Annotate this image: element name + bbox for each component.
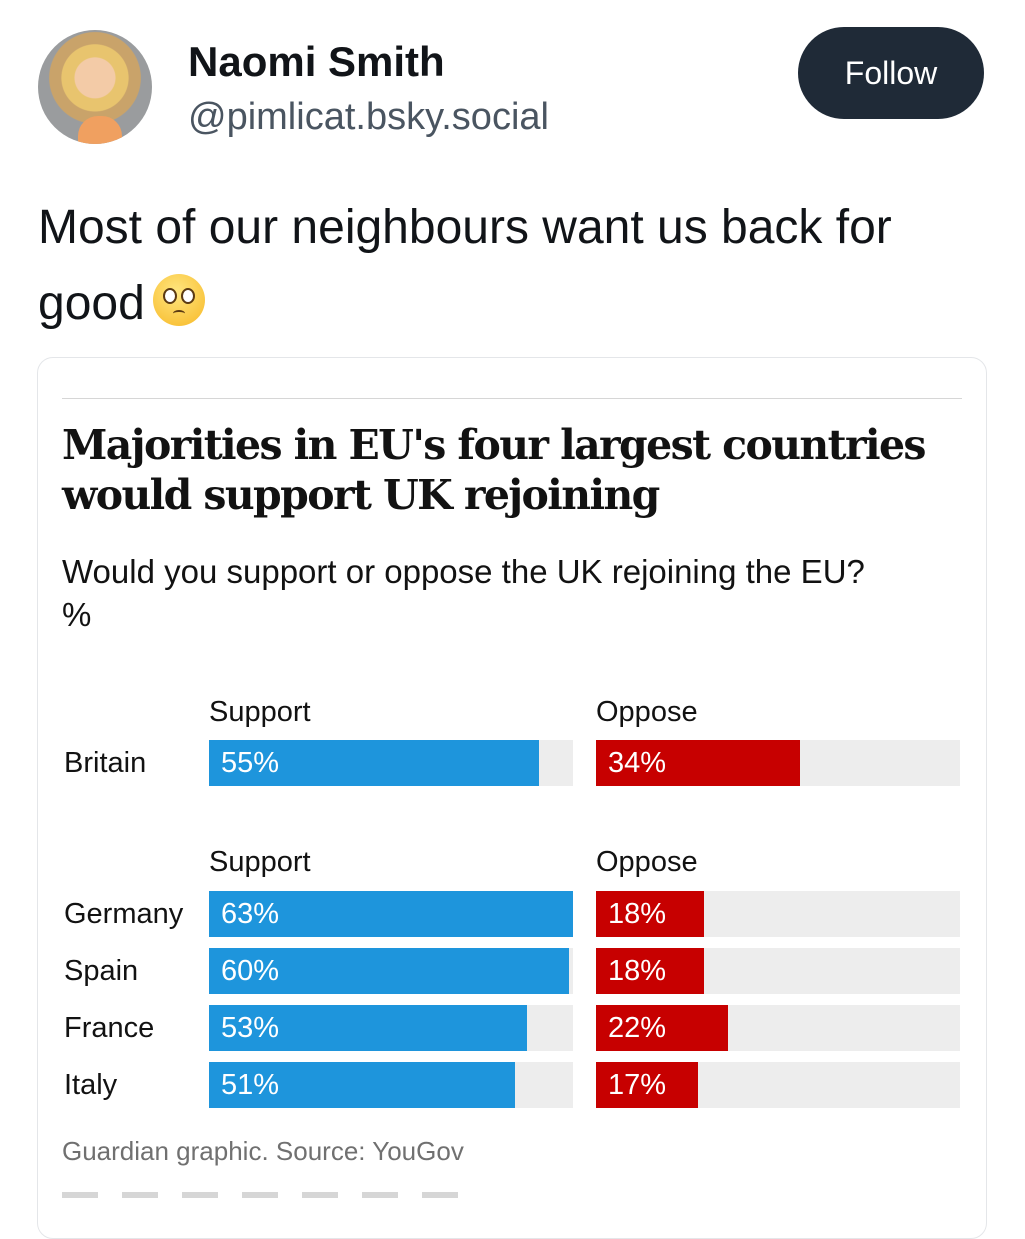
bar-value-label: 18% (608, 955, 667, 987)
bar-value-label: 22% (608, 1012, 667, 1044)
support-bar: 51% (209, 1062, 515, 1108)
bar-value-label: 55% (221, 747, 280, 779)
support-bar: 55% (209, 740, 539, 786)
support-column-header: Support (209, 846, 311, 878)
country-label: Germany (64, 898, 184, 930)
post-text-body: Most of our neighbours want us back for … (38, 201, 892, 330)
bar-value-label: 18% (608, 898, 667, 930)
support-bar: 60% (209, 948, 569, 994)
support-bar: 53% (209, 1005, 527, 1051)
avatar[interactable] (38, 30, 152, 144)
oppose-column-header: Oppose (596, 696, 698, 728)
oppose-bar-track: 18% (596, 891, 960, 937)
oppose-bar-track: 22% (596, 1005, 960, 1051)
oppose-bar-track: 17% (596, 1062, 960, 1108)
chart-unit: % (62, 596, 92, 633)
oppose-bar: 34% (596, 740, 800, 786)
oppose-bar: 22% (596, 1005, 728, 1051)
oppose-bar-track: 34% (596, 740, 960, 786)
support-column-header: Support (209, 696, 311, 728)
author-name[interactable]: Naomi Smith (188, 38, 445, 85)
oppose-column-header: Oppose (596, 846, 698, 878)
support-bar: 63% (209, 891, 573, 937)
bar-value-label: 51% (221, 1069, 280, 1101)
country-label: Spain (64, 955, 139, 987)
chart-subtitle: Would you support or oppose the UK rejoi… (62, 553, 865, 590)
bar-value-label: 34% (608, 747, 667, 779)
oppose-bar: 17% (596, 1062, 698, 1108)
support-bar-track: 51% (209, 1062, 573, 1108)
chart-source: Guardian graphic. Source: YouGov (62, 1136, 464, 1166)
bar-value-label: 60% (221, 955, 280, 987)
country-label: Britain (64, 747, 147, 779)
country-label: France (64, 1012, 155, 1044)
support-bar-track: 60% (209, 948, 573, 994)
oppose-bar: 18% (596, 891, 704, 937)
oppose-bar: 18% (596, 948, 704, 994)
support-bar-track: 53% (209, 1005, 573, 1051)
support-bar-track: 63% (209, 891, 573, 937)
oppose-bar-track: 18% (596, 948, 960, 994)
bar-value-label: 17% (608, 1069, 667, 1101)
country-label: Italy (64, 1069, 118, 1101)
post-header: Naomi Smith @pimlicat.bsky.social Follow (0, 0, 1025, 160)
author-handle[interactable]: @pimlicat.bsky.social (188, 96, 549, 138)
pleading-face-icon (152, 274, 205, 327)
post-text: Most of our neighbours want us back for … (38, 190, 998, 342)
chart-top-rule (62, 398, 962, 399)
bar-value-label: 63% (221, 898, 280, 930)
support-bar-track: 55% (209, 740, 573, 786)
follow-button[interactable]: Follow (798, 27, 984, 119)
bar-value-label: 53% (221, 1012, 280, 1044)
chart-title: Majorities in EU's four largest countrie… (62, 421, 927, 519)
cut-off-text (62, 1192, 482, 1198)
